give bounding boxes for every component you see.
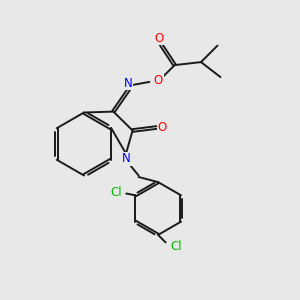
Text: N: N [122, 152, 131, 165]
Text: O: O [158, 121, 166, 134]
Text: N: N [124, 76, 133, 90]
Text: Cl: Cl [110, 186, 122, 200]
Text: Cl: Cl [170, 240, 182, 254]
Text: O: O [154, 74, 163, 87]
Text: O: O [154, 32, 163, 45]
